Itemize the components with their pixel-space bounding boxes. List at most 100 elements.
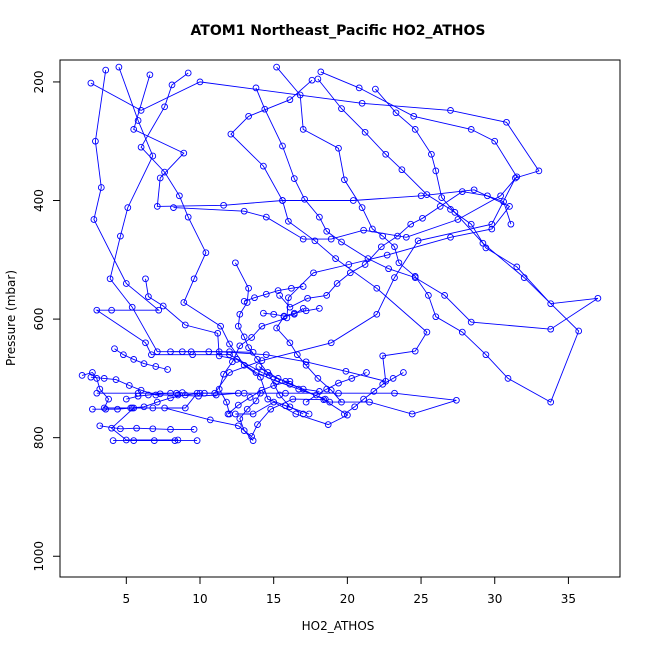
data-point: [479, 239, 487, 247]
series: [302, 369, 370, 406]
data-point: [89, 369, 96, 376]
data-point: [432, 167, 440, 175]
data-point: [432, 313, 440, 321]
data-point: [176, 192, 183, 200]
y-tick-label: 800: [32, 426, 46, 449]
series: [260, 305, 323, 320]
data-point: [78, 372, 86, 379]
data-point: [161, 103, 168, 111]
data-point: [441, 292, 448, 299]
data-point: [153, 348, 161, 356]
data-point: [125, 382, 133, 389]
data-point: [361, 261, 369, 268]
data-point: [436, 203, 444, 210]
data-point: [105, 395, 112, 403]
data-point: [360, 395, 367, 403]
data-point: [170, 204, 177, 211]
data-point: [140, 403, 148, 411]
data-point: [127, 404, 135, 412]
data-point: [360, 226, 367, 234]
data-point: [408, 410, 416, 418]
data-point: [438, 194, 446, 201]
data-point: [234, 322, 242, 330]
data-point: [152, 391, 160, 399]
data-point: [373, 310, 381, 318]
data-point: [227, 130, 235, 138]
data-point: [279, 197, 286, 204]
data-point: [236, 310, 244, 318]
data-point: [178, 389, 186, 396]
data-point: [226, 369, 233, 376]
series: [341, 369, 407, 418]
data-point: [128, 303, 136, 311]
series-line: [140, 72, 310, 415]
data-point: [276, 391, 283, 399]
data-point: [321, 395, 329, 403]
data-point: [196, 78, 204, 86]
data-point: [232, 259, 239, 267]
series: [273, 305, 345, 406]
series: [170, 68, 521, 243]
series: [273, 63, 583, 406]
data-point: [547, 300, 555, 308]
data-point: [535, 167, 543, 175]
data-point: [258, 386, 266, 394]
data-point: [87, 373, 95, 381]
data-point: [290, 175, 298, 182]
data-point: [414, 237, 422, 245]
data-point: [240, 361, 248, 369]
data-point: [240, 207, 248, 215]
data-point: [491, 137, 499, 145]
data-point: [454, 216, 462, 223]
y-axis-label: Pressure (mbar): [4, 270, 18, 366]
data-point: [246, 394, 254, 401]
y-tick-label: 600: [32, 308, 46, 331]
data-point: [142, 275, 149, 283]
data-point: [220, 370, 227, 378]
series-line: [279, 191, 512, 308]
data-point: [155, 306, 163, 314]
data-point: [276, 292, 283, 299]
data-point: [236, 415, 244, 423]
series-line: [99, 425, 195, 430]
data-point: [167, 389, 174, 397]
series-line: [126, 392, 183, 400]
x-tick-label: 35: [561, 592, 576, 606]
data-point: [145, 293, 152, 300]
data-point: [133, 424, 140, 432]
data-point: [345, 261, 353, 268]
data-point: [285, 217, 292, 225]
data-point: [286, 377, 294, 385]
data-point: [428, 150, 435, 158]
data-point: [316, 213, 323, 221]
series: [87, 373, 242, 400]
series-line: [255, 78, 599, 330]
data-point: [314, 75, 322, 83]
data-point: [215, 385, 223, 393]
series-line: [145, 278, 326, 400]
data-point: [164, 366, 171, 373]
data-point: [594, 294, 602, 302]
data-point: [215, 352, 223, 360]
data-point: [282, 389, 289, 397]
data-point: [458, 328, 466, 336]
data-point: [419, 214, 426, 222]
data-point: [89, 405, 96, 413]
series: [236, 389, 264, 444]
data-point: [290, 309, 298, 317]
data-point: [145, 391, 152, 399]
series-line: [93, 70, 457, 415]
data-point: [214, 329, 222, 337]
data-point: [370, 388, 378, 395]
data-point: [379, 380, 387, 388]
x-tick-label: 20: [340, 592, 355, 606]
data-point: [383, 251, 391, 259]
data-point: [146, 71, 154, 79]
data-point: [96, 422, 104, 430]
data-point: [181, 404, 189, 412]
data-point: [249, 410, 257, 418]
data-point: [100, 404, 108, 412]
data-point: [458, 188, 466, 195]
y-axis: 200 400 600 800 1000: [32, 70, 60, 572]
